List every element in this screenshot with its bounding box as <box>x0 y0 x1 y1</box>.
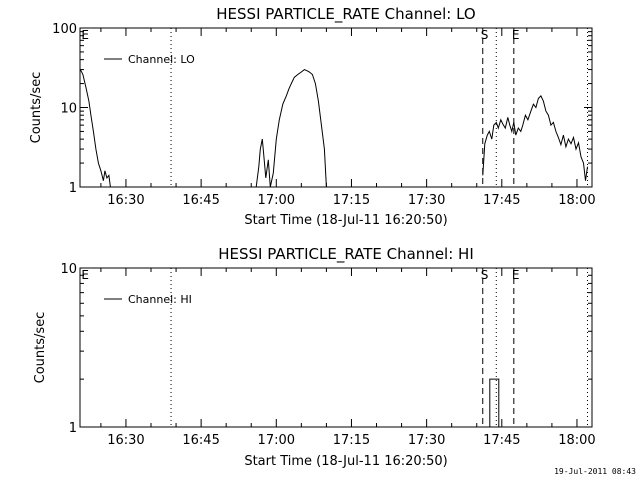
x-tick-label-17-30-hi: 17:30 <box>408 433 445 448</box>
y-tick-label-100-lo: 100 <box>52 22 77 37</box>
x-axis-label-hi: Start Time (18-Jul-11 16:20:50) <box>244 454 447 469</box>
series-line-channel-lo-segment-1 <box>80 69 111 187</box>
event-label-e-5-lo: E <box>512 28 520 42</box>
plot-frame-lo <box>79 27 593 188</box>
event-label-s-3-hi: S <box>481 268 489 282</box>
x-tick-label-17-15-lo: 17:15 <box>333 193 370 208</box>
event-label-e-1-hi: E <box>81 268 89 282</box>
series-line-channel-hi-segment-1 <box>489 378 500 427</box>
legend-label-hi: Channel: HI <box>128 293 192 306</box>
x-tick-label-17-00-hi: 17:00 <box>258 433 295 448</box>
x-tick-label-17-30-lo: 17:30 <box>408 193 445 208</box>
x-tick-label-18-00-lo: 18:00 <box>558 193 595 208</box>
legend-label-lo: Channel: LO <box>128 53 195 66</box>
x-tick-label-18-00-hi: 18:00 <box>558 433 595 448</box>
y-axis-label-hi: Counts/sec <box>33 312 48 384</box>
x-tick-label-16-30-lo: 16:30 <box>107 193 144 208</box>
y-tick-label-1-lo: 1 <box>69 181 77 196</box>
chart-title-lo: HESSI PARTICLE_RATE Channel: LO <box>216 5 475 24</box>
x-tick-label-17-45-hi: 17:45 <box>483 433 520 448</box>
event-label-s-3-lo: S <box>481 28 489 42</box>
panel-hi: HESSI PARTICLE_RATE Channel: HI Start Ti… <box>33 245 596 469</box>
x-tick-label-17-45-lo: 17:45 <box>483 193 520 208</box>
event-label-e-1-lo: E <box>81 28 89 42</box>
y-axis-label-lo: Counts/sec <box>29 72 44 144</box>
x-tick-label-17-00-lo: 17:00 <box>258 193 295 208</box>
chart-title-hi: HESSI PARTICLE_RATE Channel: HI <box>218 245 474 264</box>
x-tick-label-16-45-lo: 16:45 <box>182 193 219 208</box>
series-line-channel-lo-segment-3 <box>482 95 588 181</box>
timestamp-text: 19-Jul-2011 08:43 <box>554 467 636 476</box>
plot-frame-hi <box>79 267 593 428</box>
x-tick-label-16-30-hi: 16:30 <box>107 433 144 448</box>
panel-lo: HESSI PARTICLE_RATE Channel: LO Start Ti… <box>29 5 596 228</box>
x-tick-label-17-15-hi: 17:15 <box>333 433 370 448</box>
y-tick-label-10-hi: 10 <box>60 262 77 277</box>
series-line-channel-lo-segment-2 <box>255 69 327 187</box>
x-axis-label-lo: Start Time (18-Jul-11 16:20:50) <box>244 213 447 228</box>
event-label-e-5-hi: E <box>512 268 520 282</box>
y-tick-label-10-lo: 10 <box>60 102 77 117</box>
y-tick-label-1-hi: 1 <box>69 421 77 436</box>
x-tick-label-16-45-hi: 16:45 <box>182 433 219 448</box>
